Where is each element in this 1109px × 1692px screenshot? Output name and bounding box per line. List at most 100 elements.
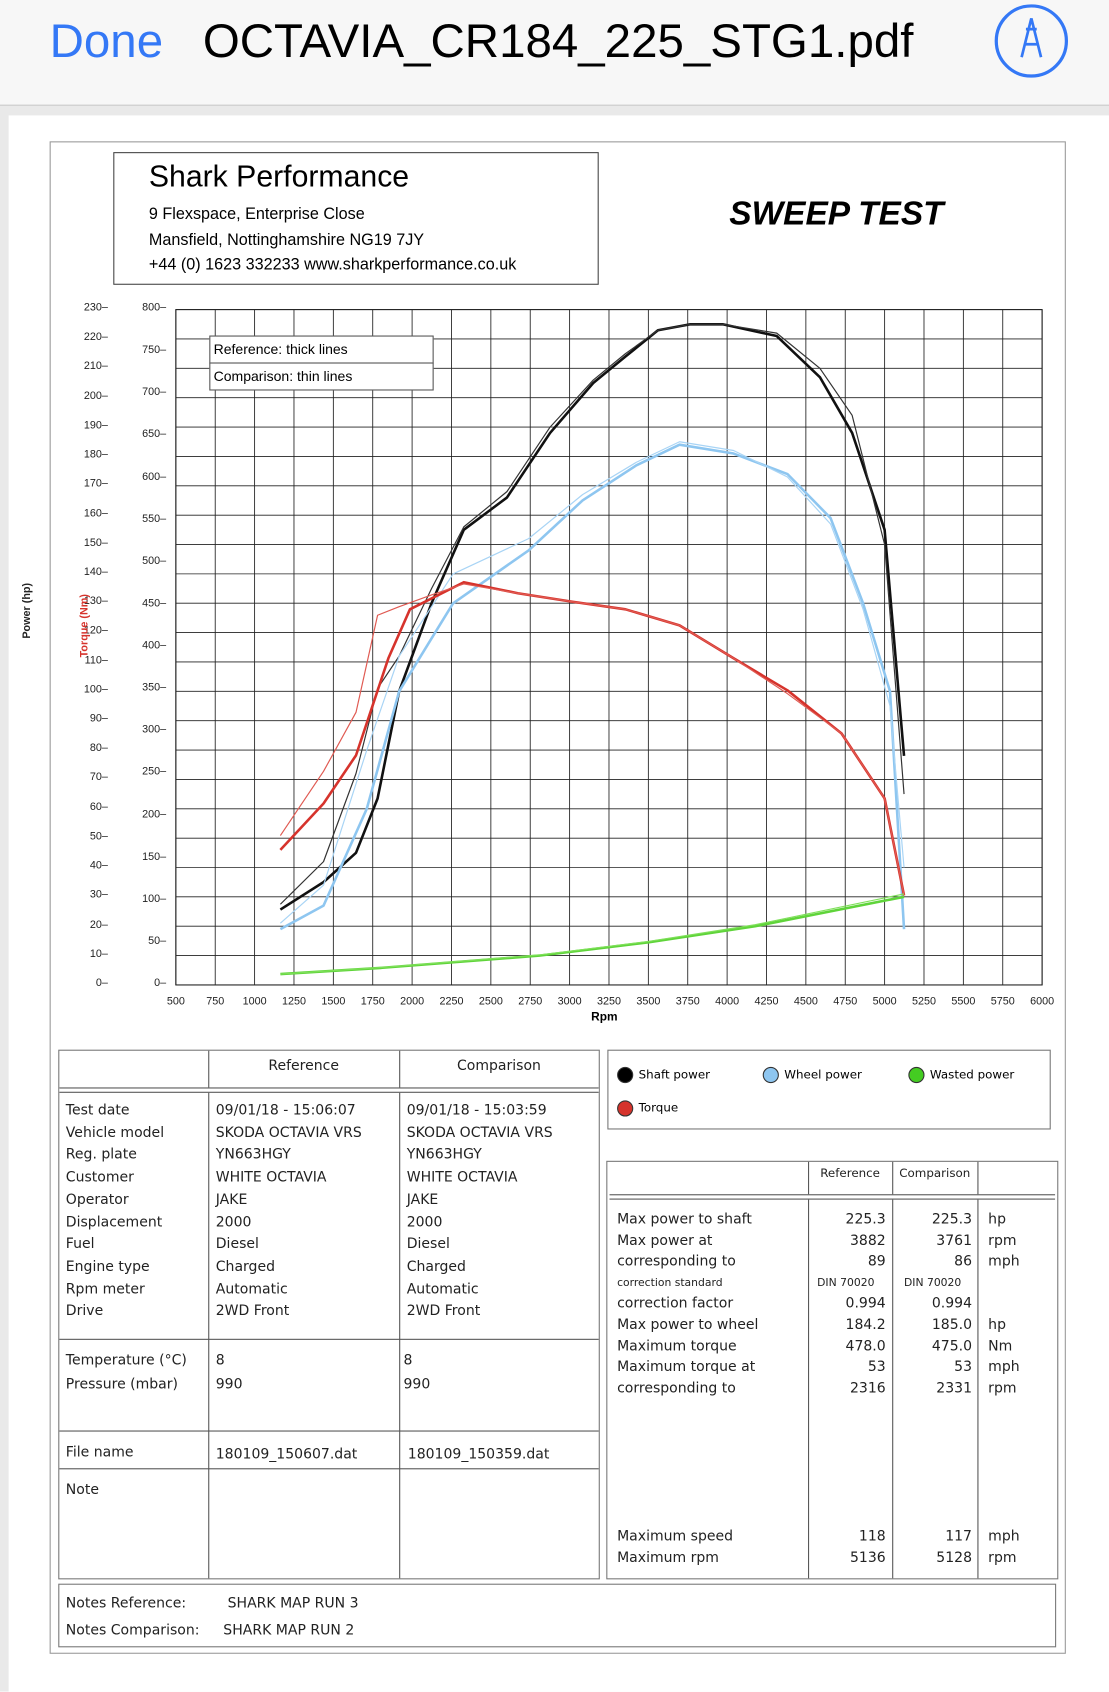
result-unit: rpm (988, 1232, 1017, 1249)
result-reference-value: DIN 70020 (817, 1277, 875, 1289)
torque-tick-label: 700– (142, 386, 167, 399)
power-tick-label: 40– (89, 859, 108, 872)
info-reference-value: 2WD Front (215, 1303, 290, 1320)
info-comparison-value: Automatic (406, 1281, 479, 1298)
result-comparison-value: 2331 (936, 1380, 972, 1397)
file-name-label: File name (65, 1444, 134, 1461)
torque-swatch (617, 1100, 634, 1117)
rpm-tick-label: 3750 (675, 995, 700, 1008)
result-reference-value: 53 (867, 1359, 886, 1376)
rpm-tick-label: 1500 (321, 995, 346, 1008)
report-border (49, 141, 1066, 1654)
rpm-tick-label: 3000 (557, 995, 582, 1008)
result-unit: hp (988, 1211, 1006, 1228)
info-label: Test date (65, 1102, 130, 1119)
company-contact: +44 (0) 1623 332233 www.sharkperformance… (148, 255, 517, 275)
env-reference-value: 990 (215, 1376, 243, 1393)
result-reference-value: 184.2 (845, 1317, 886, 1334)
wasted-power-swatch (908, 1066, 925, 1084)
rpm-tick-label: 4250 (754, 995, 779, 1008)
notes-reference-label: Notes Reference: (65, 1595, 187, 1612)
env-label: Temperature (°C) (65, 1352, 187, 1369)
env-reference-value: 8 (215, 1352, 225, 1369)
report-title: SWEEP TEST (729, 194, 944, 232)
power-tick-label: 150– (83, 536, 108, 549)
info-label: Operator (65, 1191, 129, 1209)
markup-pen-icon[interactable] (994, 4, 1069, 78)
result-reference-value: 478.0 (845, 1338, 886, 1355)
result-label: Maximum speed (617, 1528, 734, 1545)
result-label: Maximum torque at (617, 1359, 756, 1376)
info-comparison-value: JAKE (406, 1191, 439, 1209)
power-tick-label: 30– (89, 889, 108, 902)
wheel-power-comparison-line (279, 441, 905, 924)
legend-wheel-power: Wheel power (762, 1066, 862, 1084)
rpm-tick-label: 2500 (478, 995, 503, 1008)
info-reference-value: JAKE (215, 1191, 248, 1209)
info-reference-value: Diesel (215, 1236, 259, 1253)
result-label: Maximum torque (617, 1338, 737, 1355)
rpm-tick-label: 4000 (715, 995, 740, 1008)
y-axis-label-torque: Torque (Nm) (79, 594, 91, 657)
info-comparison-value: 2000 (406, 1214, 443, 1231)
wheel-power-reference-line (279, 443, 906, 931)
info-label: Vehicle model (65, 1124, 165, 1142)
wasted-power-comparison-line (280, 893, 905, 975)
info-label: Fuel (65, 1236, 95, 1253)
results-table: Reference Comparison Max power to shaft 2… (606, 1160, 1059, 1580)
result-unit: rpm (988, 1380, 1017, 1397)
info-reference-value: SKODA OCTAVIA VRS (215, 1124, 362, 1142)
info-comparison-value: 2WD Front (406, 1303, 481, 1320)
chart-legend: Shaft power Wheel power Wasted power Tor… (607, 1049, 1051, 1130)
shaft-power-swatch (617, 1066, 634, 1084)
notes-box: Notes Reference: SHARK MAP RUN 3 Notes C… (58, 1583, 1057, 1648)
rpm-tick-label: 1250 (281, 995, 306, 1008)
info-label: Customer (65, 1169, 134, 1186)
power-tick-label: 190– (83, 419, 108, 432)
info-comparison-value: SKODA OCTAVIA VRS (406, 1124, 553, 1142)
result-comparison-value: 185.0 (931, 1317, 972, 1334)
power-tick-label: 180– (83, 448, 108, 461)
power-tick-label: 90– (89, 713, 108, 725)
legend-label: Shaft power (638, 1067, 711, 1082)
info-reference-value: Automatic (215, 1281, 288, 1298)
notes-comparison-value: SHARK MAP RUN 2 (223, 1622, 355, 1639)
power-tick-label: 80– (89, 742, 108, 755)
note-label: Note (65, 1482, 100, 1499)
result-label: corresponding to (617, 1380, 736, 1397)
result-label: correction standard (617, 1277, 723, 1289)
result-unit: Nm (988, 1338, 1013, 1355)
torque-tick-label: 300– (142, 724, 167, 737)
result-label: Maximum rpm (617, 1549, 719, 1566)
power-tick-label: 230– (83, 302, 108, 314)
info-comparison-value: Charged (406, 1258, 466, 1276)
results-header-comparison: Comparison (899, 1166, 971, 1181)
rpm-tick-label: 2250 (439, 995, 464, 1008)
legend-wasted-power: Wasted power (908, 1066, 1015, 1084)
torque-tick-label: 350– (142, 681, 167, 694)
env-label: Pressure (mbar) (65, 1376, 179, 1393)
legend-label: Torque (638, 1100, 679, 1115)
results-header-reference: Reference (820, 1166, 880, 1181)
result-label: Max power to wheel (617, 1317, 759, 1334)
notes-reference-value: SHARK MAP RUN 3 (227, 1595, 359, 1612)
result-label: corresponding to (617, 1253, 736, 1270)
power-tick-label: 120– (83, 625, 108, 637)
rpm-tick-label: 2000 (400, 995, 425, 1008)
y-axis-label-power: Power (hp) (21, 582, 34, 639)
torque-tick-label: 500– (142, 555, 167, 568)
power-tick-label: 140– (83, 566, 108, 579)
annotation-comparison: Comparison: thin lines (209, 362, 434, 391)
done-button[interactable]: Done (49, 15, 164, 68)
shaft-power-reference-line (279, 322, 906, 911)
power-tick-label: 70– (89, 771, 108, 784)
result-unit: hp (988, 1317, 1006, 1334)
info-comparison-value: 09/01/18 - 15:03:59 (406, 1102, 547, 1119)
info-reference-value: YN663HGY (215, 1147, 291, 1164)
info-label: Reg. plate (65, 1147, 137, 1164)
legend-shaft-power: Shaft power (617, 1066, 711, 1084)
top-bar: Done OCTAVIA_CR184_225_STG1.pdf (0, 0, 1109, 106)
legend-label: Wasted power (929, 1067, 1015, 1082)
result-reference-value: 3882 (849, 1232, 886, 1249)
